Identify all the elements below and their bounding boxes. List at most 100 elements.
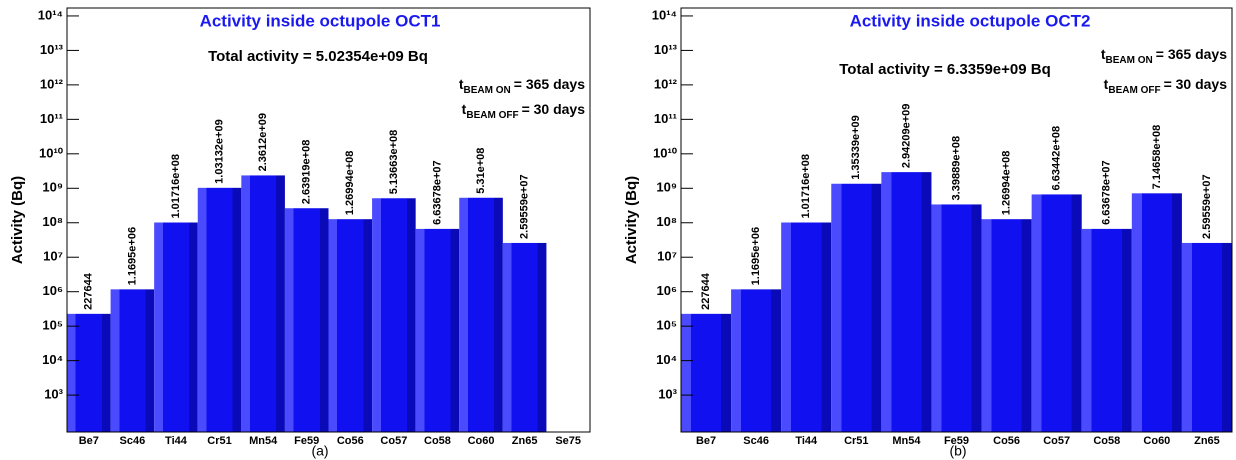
y-tick-label: 10¹³ <box>40 42 64 57</box>
bar <box>459 197 503 432</box>
y-tick-label: 10⁸ <box>42 214 63 229</box>
value-label: 1.26994e+08 <box>1000 151 1012 216</box>
annotation: tBEAM OFF = 30 days <box>462 101 586 121</box>
x-tick-label: Co58 <box>1093 435 1120 447</box>
annotation: tBEAM ON = 365 days <box>459 76 585 96</box>
annotation-subscript: BEAM OFF <box>1108 85 1160 96</box>
value-label: 5.31e+08 <box>475 148 487 194</box>
bar <box>502 242 547 432</box>
y-tick-label: 10⁹ <box>656 180 677 195</box>
annotation-suffix: = 30 days <box>522 101 586 117</box>
value-label: 1.03132e+09 <box>213 119 225 184</box>
annotation: tBEAM OFF = 30 days <box>1104 76 1228 96</box>
value-label: 5.13663e+08 <box>388 130 400 195</box>
x-tick-label: Fe59 <box>294 435 319 447</box>
value-label: 3.39889e+08 <box>950 136 962 201</box>
bar <box>681 313 732 432</box>
value-label: 2.3612e+09 <box>257 113 269 171</box>
bar <box>1081 228 1132 432</box>
x-tick-label: Zn65 <box>512 435 538 447</box>
value-label: 227644 <box>83 272 95 310</box>
value-label: 2.59559e+07 <box>1201 174 1213 239</box>
x-tick-label: Co60 <box>1143 435 1170 447</box>
value-label: 2.63919e+08 <box>301 140 313 205</box>
bar <box>931 204 982 432</box>
y-tick-label: 10⁵ <box>656 318 677 333</box>
y-tick-label: 10³ <box>44 387 63 402</box>
annotation-t: t <box>459 76 464 92</box>
x-tick-label: Sc46 <box>120 435 146 447</box>
y-axis-label: Activity (Bq) <box>623 176 640 264</box>
x-tick-label: Be7 <box>79 435 99 447</box>
value-label: 2.59559e+07 <box>519 174 531 239</box>
bar <box>154 222 198 432</box>
y-tick-label: 10¹⁰ <box>39 145 64 160</box>
x-tick-label: Se75 <box>555 435 581 447</box>
y-tick-label: 10¹⁴ <box>38 7 63 22</box>
x-tick-label: Co58 <box>424 435 451 447</box>
value-label: 6.63678e+07 <box>1101 160 1113 225</box>
y-axis-label: Activity (Bq) <box>9 176 26 264</box>
value-label: 6.63678e+07 <box>431 160 443 225</box>
annotation-t: t <box>1104 76 1109 92</box>
bar <box>881 172 932 432</box>
bar <box>981 219 1032 432</box>
bar <box>1031 194 1082 432</box>
y-tick-label: 10⁸ <box>656 214 677 229</box>
value-label: 1.35339e+09 <box>850 115 862 180</box>
x-tick-label: Be7 <box>696 435 716 447</box>
x-tick-label: Cr51 <box>844 435 868 447</box>
value-label: 1.1695e+06 <box>750 227 762 285</box>
x-tick-label: Co57 <box>380 435 407 447</box>
y-tick-label: 10¹¹ <box>654 111 677 126</box>
value-label: 2.94209e+09 <box>900 104 912 169</box>
bar <box>241 175 285 432</box>
bar <box>372 198 416 432</box>
chart-title: Activity inside octupole OCT2 <box>850 11 1091 30</box>
x-tick-label: Co56 <box>993 435 1020 447</box>
annotation-subscript: BEAM ON <box>1106 55 1153 66</box>
annotation-subscript: BEAM OFF <box>466 110 518 121</box>
bar <box>831 183 882 432</box>
plot-frame <box>66 7 591 433</box>
bar <box>110 289 155 432</box>
value-label: 1.01716e+08 <box>170 154 182 219</box>
annotation: tBEAM ON = 365 days <box>1101 46 1227 66</box>
value-label: 6.63442e+08 <box>1051 126 1063 191</box>
y-tick-label: 10⁹ <box>42 180 63 195</box>
bar <box>197 187 242 432</box>
caption: (a) <box>311 443 328 459</box>
bar <box>415 228 460 432</box>
value-label: 1.01716e+08 <box>800 154 812 219</box>
y-tick-label: 10⁷ <box>43 249 63 264</box>
plot-frame <box>680 7 1233 433</box>
x-tick-label: Zn65 <box>1194 435 1220 447</box>
bar <box>328 219 373 432</box>
caption: (b) <box>949 443 966 459</box>
y-tick-label: 10¹¹ <box>40 111 63 126</box>
annotation-suffix: = 365 days <box>514 76 585 92</box>
annotation-suffix: = 365 days <box>1156 46 1227 62</box>
subtitle: Total activity = 5.02354e+09 Bq <box>208 48 428 65</box>
bar <box>781 222 832 432</box>
bar <box>284 208 329 432</box>
y-tick-label: 10⁵ <box>42 318 63 333</box>
x-tick-label: Cr51 <box>207 435 231 447</box>
bar <box>731 289 782 432</box>
y-tick-label: 10⁴ <box>42 352 63 367</box>
y-tick-label: 10¹⁰ <box>653 145 678 160</box>
x-tick-label: Co56 <box>337 435 364 447</box>
x-tick-label: Mn54 <box>892 435 921 447</box>
value-label: 7.14658e+08 <box>1151 125 1163 190</box>
subtitle: Total activity = 6.3359e+09 Bq <box>839 61 1051 78</box>
x-tick-label: Co57 <box>1043 435 1070 447</box>
y-tick-label: 10¹² <box>40 76 64 91</box>
y-tick-label: 10¹² <box>654 76 678 91</box>
x-tick-label: Ti44 <box>165 435 188 447</box>
y-tick-label: 10⁷ <box>657 249 677 264</box>
annotation-t: t <box>1101 46 1106 62</box>
chart-title: Activity inside octupole OCT1 <box>200 11 441 30</box>
y-tick-label: 10⁴ <box>656 352 677 367</box>
y-tick-label: 10¹³ <box>654 42 678 57</box>
y-tick-label: 10⁶ <box>657 283 677 298</box>
